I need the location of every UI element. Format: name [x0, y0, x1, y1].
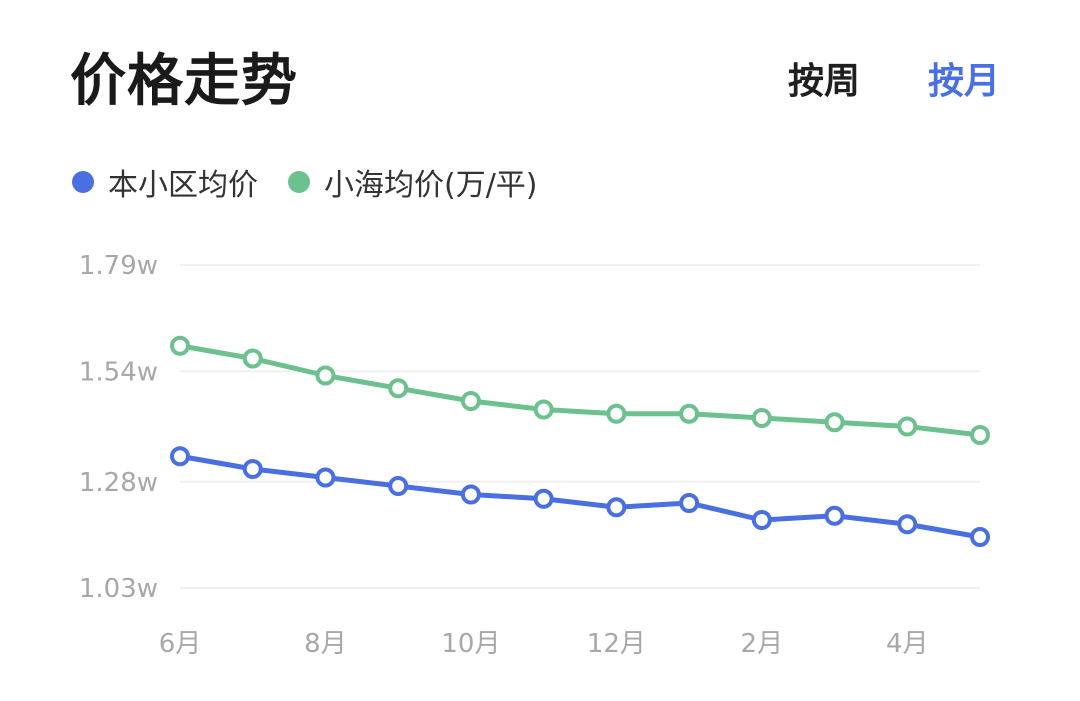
toggle-by-week[interactable]: 按周: [788, 61, 861, 102]
x-tick-label: 4月: [886, 629, 929, 659]
data-point-1: [606, 403, 627, 424]
data-point-0: [170, 446, 190, 467]
legend-label-area: 小海均价(万/平): [324, 168, 538, 203]
x-tick-label: 8月: [304, 629, 347, 659]
x-tick-label: 6月: [159, 629, 202, 659]
data-point-0: [970, 527, 990, 547]
data-point-0: [824, 505, 845, 526]
y-tick-label: 1.03w: [79, 574, 158, 604]
data-point-1: [170, 335, 190, 356]
data-point-0: [533, 488, 554, 509]
data-point-1: [824, 412, 845, 433]
data-point-1: [315, 365, 336, 386]
data-point-1: [460, 391, 481, 411]
toggle-by-month[interactable]: 按月: [928, 61, 1001, 102]
x-tick-label: 10月: [441, 629, 500, 659]
y-tick-label: 1.54w: [79, 357, 158, 387]
legend-dot-area: [288, 171, 310, 193]
legend-item-area: 小海均价(万/平): [288, 160, 538, 204]
data-point-0: [679, 493, 700, 513]
data-point-0: [897, 514, 918, 535]
legend-label-community: 本小区均价: [108, 168, 258, 203]
data-point-1: [533, 399, 554, 420]
data-point-1: [897, 416, 918, 437]
legend-dot-community: [72, 171, 94, 193]
legend-item-community: 本小区均价: [72, 160, 258, 204]
data-point-0: [751, 510, 772, 530]
data-point-1: [388, 378, 409, 399]
chart-legend: 本小区均价 小海均价(万/平): [72, 160, 568, 204]
x-tick-label: 2月: [741, 629, 784, 659]
y-tick-label: 1.28w: [79, 468, 158, 498]
data-point-0: [460, 484, 481, 505]
data-point-1: [751, 408, 772, 428]
page-title: 价格走势: [70, 49, 298, 114]
data-point-1: [970, 425, 990, 445]
y-tick-label: 1.79w: [79, 251, 158, 281]
data-point-0: [315, 467, 336, 488]
data-point-0: [388, 476, 409, 496]
series-line-1: [177, 343, 983, 438]
x-tick-label: 12月: [587, 629, 646, 659]
series-line-0: [177, 453, 983, 540]
data-point-1: [242, 348, 263, 369]
data-point-0: [606, 497, 627, 518]
data-point-0: [242, 459, 263, 479]
data-point-1: [679, 403, 700, 424]
